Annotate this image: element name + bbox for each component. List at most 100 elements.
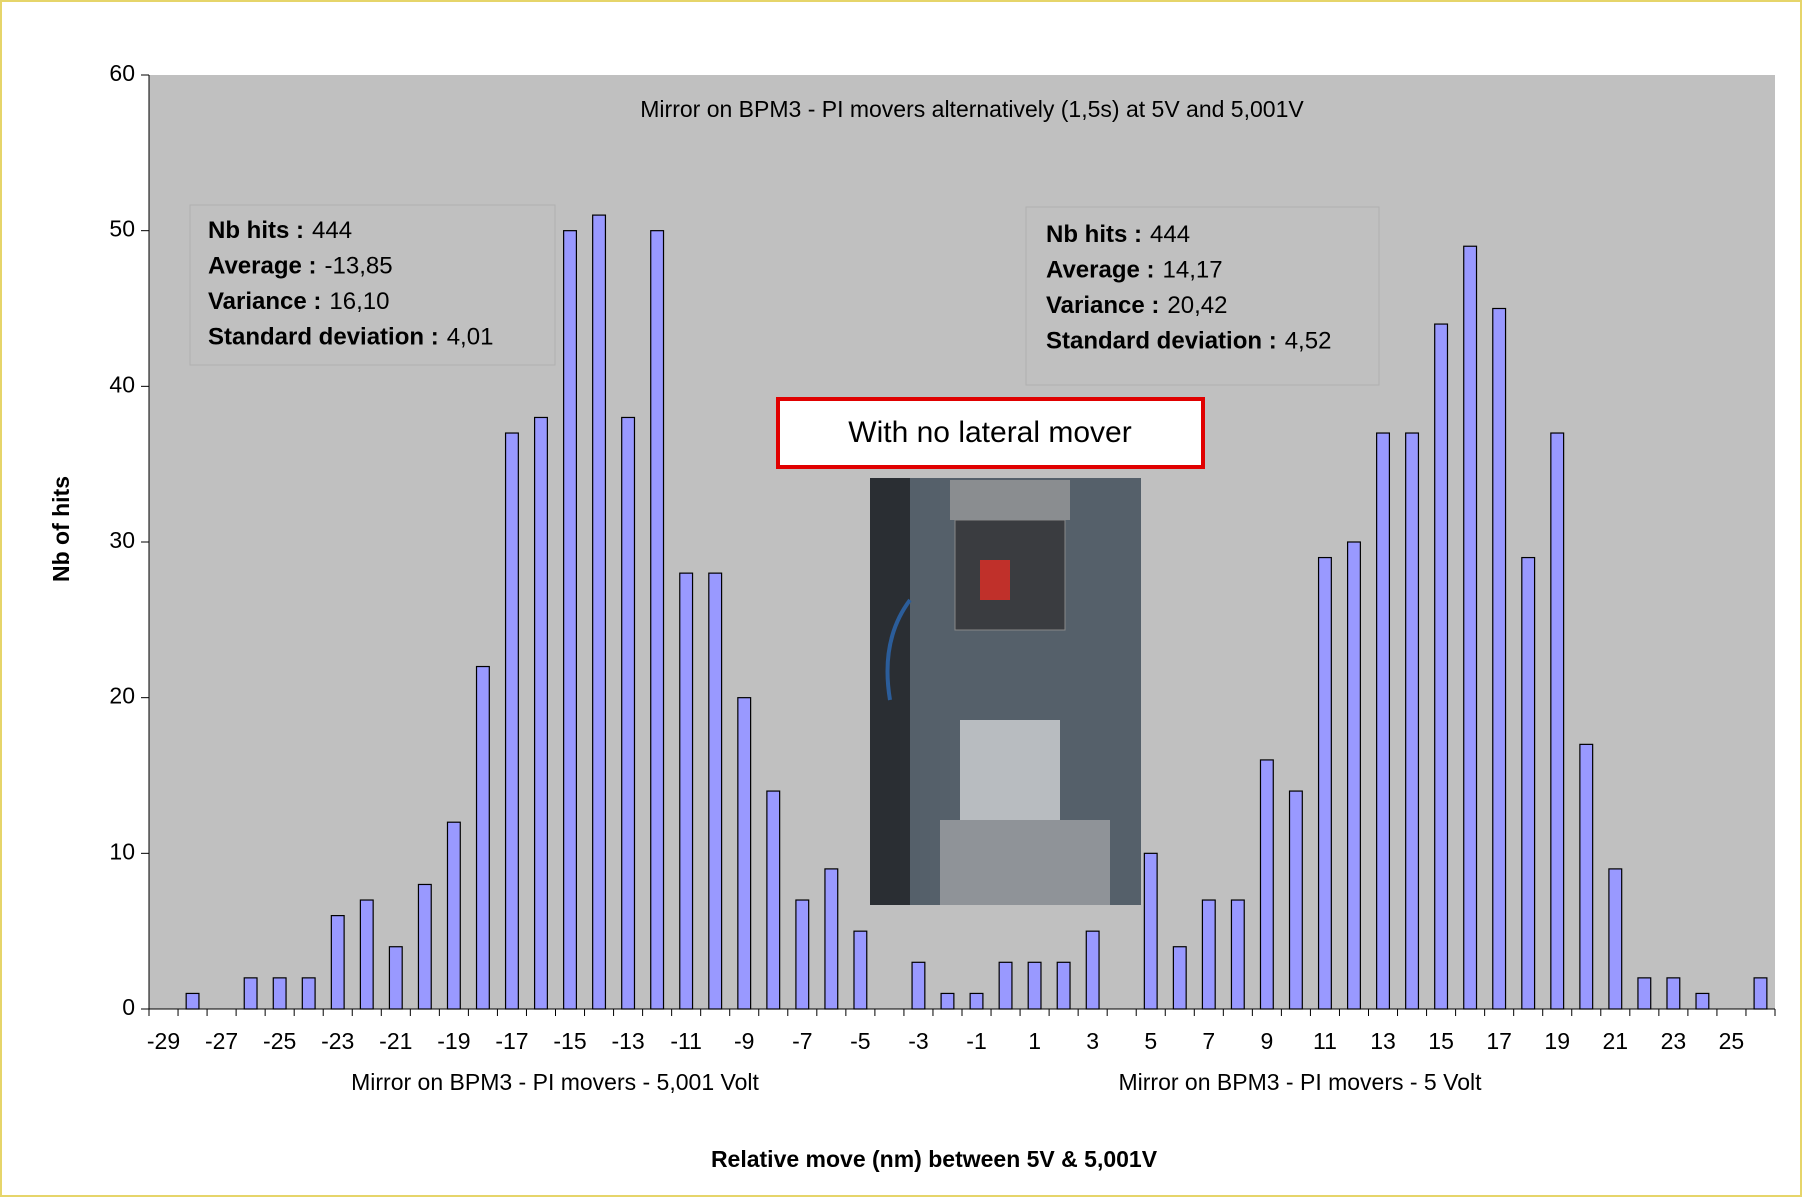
bar (504, 432, 519, 1010)
x-tick-label: -25 (263, 1028, 296, 1054)
bar (446, 821, 461, 1010)
y-tick-label: 40 (109, 371, 135, 397)
stat-line: Average : -13,85 (208, 253, 393, 280)
stat-line: Variance : 16,10 (208, 288, 389, 315)
stat-line: Variance : 20,42 (1046, 292, 1227, 319)
bar (1317, 556, 1332, 1010)
stat-label: Average : (208, 253, 317, 280)
stat-line: Standard deviation : 4,01 (208, 324, 493, 351)
bar (592, 214, 607, 1010)
x-tick-label: -13 (611, 1028, 644, 1054)
bar (1608, 868, 1623, 1010)
bar (737, 697, 752, 1010)
bar (1695, 992, 1710, 1010)
x-tick-label: -23 (321, 1028, 354, 1054)
x-tick-label: 17 (1486, 1028, 1512, 1054)
x-tick-label: 15 (1428, 1028, 1454, 1054)
y-axis-title: Nb of hits (48, 476, 74, 582)
stat-label: Average : (1046, 257, 1155, 284)
x-tick-label: -21 (379, 1028, 412, 1054)
x-tick-label: -27 (205, 1028, 238, 1054)
x-tick-label: 5 (1144, 1028, 1157, 1054)
stat-line: Standard deviation : 4,52 (1046, 328, 1331, 355)
y-tick-label: 10 (109, 838, 135, 864)
x-tick-label: -5 (850, 1028, 870, 1054)
x-tick-label: -9 (734, 1028, 754, 1054)
bar (621, 416, 636, 1010)
stat-label: Variance : (1046, 292, 1159, 319)
bar (1492, 307, 1507, 1010)
bar (940, 992, 955, 1010)
y-tick-label: 20 (109, 683, 135, 709)
x-tick-label: 23 (1661, 1028, 1687, 1054)
bar (1521, 556, 1536, 1010)
bar (1259, 759, 1274, 1010)
stat-line: Nb hits : 444 (1046, 221, 1190, 248)
stat-value: 444 (1150, 221, 1190, 248)
bar (1405, 432, 1420, 1010)
bar (185, 992, 200, 1010)
group-label: Mirror on BPM3 - PI movers - 5,001 Volt (351, 1069, 759, 1095)
bar (417, 883, 432, 1010)
bar (388, 946, 403, 1010)
bar (911, 961, 926, 1010)
bar (1579, 743, 1594, 1010)
stat-label: Nb hits : (1046, 221, 1142, 248)
bar (766, 790, 781, 1010)
bar (243, 977, 258, 1010)
y-tick-label: 30 (109, 527, 135, 553)
bar (1201, 899, 1216, 1010)
x-tick-label: 11 (1313, 1028, 1337, 1054)
x-tick-label: -11 (670, 1028, 702, 1054)
x-tick-label: -15 (553, 1028, 586, 1054)
bar (1376, 432, 1391, 1010)
bar (1230, 899, 1245, 1010)
x-tick-label: 7 (1202, 1028, 1215, 1054)
bar (1753, 977, 1768, 1010)
x-tick-label: 1 (1028, 1028, 1041, 1054)
bar (330, 914, 345, 1010)
bar (1550, 432, 1565, 1010)
x-tick-label: 13 (1370, 1028, 1396, 1054)
bar (853, 930, 868, 1010)
bar (708, 572, 723, 1010)
bar (272, 977, 287, 1010)
x-tick-label: -19 (437, 1028, 470, 1054)
bar (475, 665, 490, 1010)
x-tick-label: -3 (908, 1028, 928, 1054)
stat-box (1025, 206, 1380, 386)
bar (1056, 961, 1071, 1010)
stat-box (189, 204, 556, 366)
bar (1288, 790, 1303, 1010)
bar (650, 230, 665, 1010)
stat-label: Variance : (208, 288, 321, 315)
bar (359, 899, 374, 1010)
x-tick-label: -7 (792, 1028, 812, 1054)
bar (998, 961, 1013, 1010)
stat-label: Nb hits : (208, 217, 304, 244)
bar (824, 868, 839, 1010)
bar (1143, 852, 1158, 1010)
stat-line: Average : 14,17 (1046, 257, 1223, 284)
chart-title: Mirror on BPM3 - PI movers alternatively… (640, 96, 1304, 122)
stat-label: Standard deviation : (208, 324, 439, 351)
stat-value: 4,52 (1285, 328, 1332, 355)
bar (563, 230, 578, 1010)
x-tick-label: -17 (495, 1028, 528, 1054)
x-tick-label: 9 (1260, 1028, 1273, 1054)
y-tick-label: 60 (109, 60, 135, 86)
x-tick-label: -29 (147, 1028, 180, 1054)
group-label: Mirror on BPM3 - PI movers - 5 Volt (1119, 1069, 1483, 1095)
stat-value: 14,17 (1163, 257, 1223, 284)
y-tick-label: 50 (109, 216, 135, 242)
stat-value: 4,01 (447, 324, 494, 351)
bar (1346, 541, 1361, 1010)
x-tick-label: 3 (1086, 1028, 1099, 1054)
callout-text: With no lateral mover (848, 416, 1131, 449)
x-axis-title: Relative move (nm) between 5V & 5,001V (711, 1146, 1158, 1172)
bar (1463, 245, 1478, 1010)
bar (1666, 977, 1681, 1010)
stat-line: Nb hits : 444 (208, 217, 352, 244)
y-tick-label: 0 (122, 994, 135, 1020)
bar (1027, 961, 1042, 1010)
